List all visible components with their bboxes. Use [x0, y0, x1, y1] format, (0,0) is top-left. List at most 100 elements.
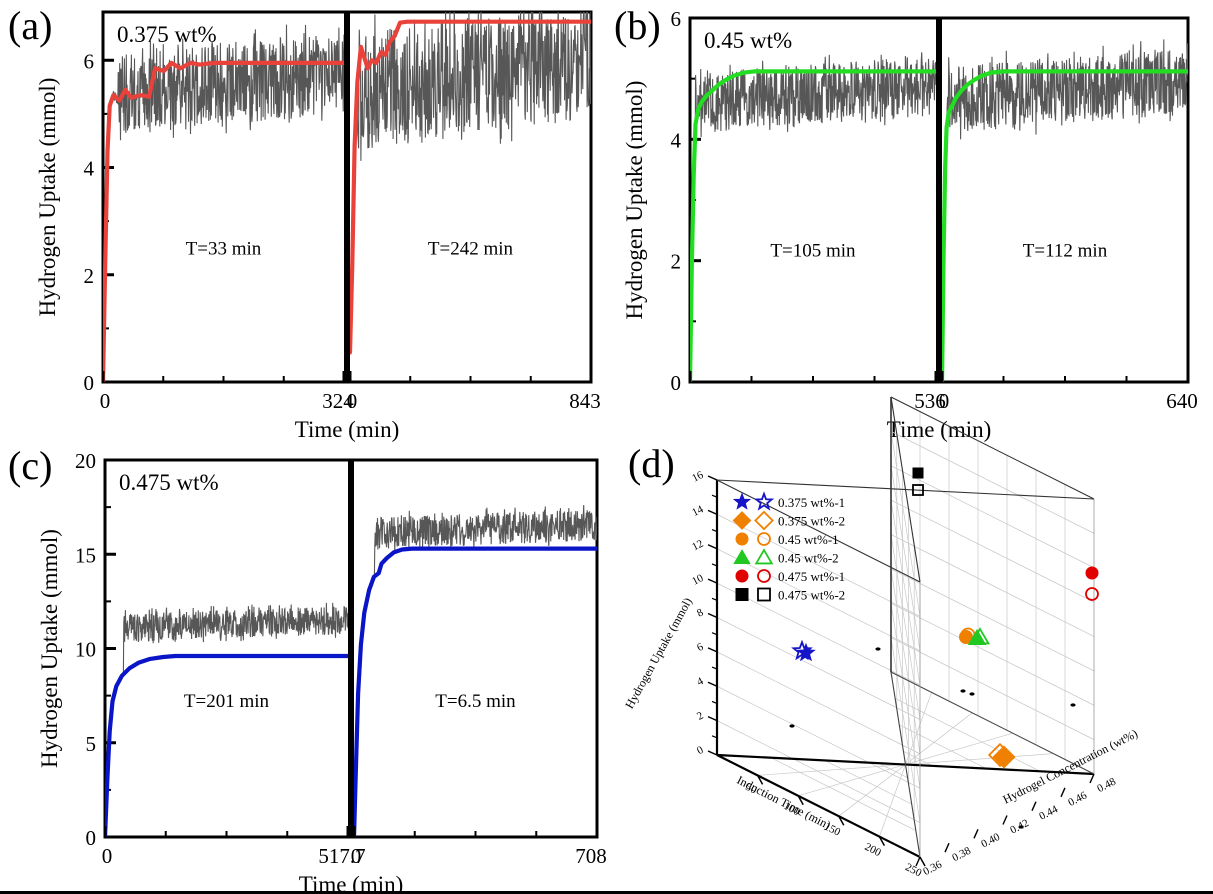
grid-line — [890, 534, 921, 720]
legend-marker-filled — [732, 492, 752, 510]
x-tick-label: 0 — [939, 389, 950, 413]
legend-marker-filled — [735, 569, 749, 583]
y-tick-label: 2 — [671, 250, 682, 274]
y-tick — [1089, 773, 1095, 784]
x-tick-label: 0 — [102, 844, 113, 868]
grid-line — [890, 603, 921, 789]
panel-a: (a) 0 2 4 6 Hydrogen Uptake (mmol) 0.375 wt% 0… — [0, 0, 606, 443]
grid-line — [890, 568, 921, 754]
y-tick — [1060, 787, 1066, 798]
grid-line — [824, 760, 912, 805]
y-tick-label: 0.48 — [1095, 775, 1118, 795]
legend-label: 0.375 wt%-2 — [778, 514, 845, 529]
induction-time-annotation: T=112 min — [1023, 240, 1108, 261]
subpanel-run-2: 0 708 T=6.5 min — [351, 504, 607, 868]
y-tick-label: 4 — [671, 128, 682, 152]
x-tick-label: 536 — [914, 389, 946, 413]
panel-a-tag: (a) — [8, 3, 53, 48]
z-tick — [707, 578, 718, 584]
y-tick-label: 0.44 — [1037, 803, 1060, 823]
raw-data-trace — [690, 52, 936, 382]
grid-line — [770, 757, 917, 831]
grid-line — [890, 602, 1095, 706]
y-tick-label: 0 — [84, 371, 95, 395]
x-tick-label: 324 — [322, 389, 354, 413]
legend-marker-filled — [732, 511, 752, 530]
legend-marker-filled — [735, 532, 749, 546]
fit-curve — [103, 60, 344, 382]
x-axis-label: Time (min) — [299, 872, 404, 894]
panel-divider — [348, 459, 354, 838]
panel-b: (b) 0 2 4 6 Hydrogen Uptake (mmol) 0.45 wt% 53… — [606, 0, 1213, 443]
x-axis-label: Time (min) — [295, 417, 400, 442]
grid-line — [890, 465, 1095, 569]
legend-label: 0.375 wt%-1 — [778, 495, 845, 510]
z-minor-tick — [711, 632, 718, 636]
y-tick-label: 2 — [84, 264, 95, 288]
x-tick-label: 0 — [347, 389, 358, 413]
raw-data-trace — [103, 24, 344, 382]
data-point-diamond-filled — [992, 745, 1016, 769]
grid-line — [890, 499, 1095, 603]
legend-marker-filled — [735, 588, 749, 601]
grid-line — [716, 617, 921, 720]
grid-line — [716, 720, 921, 823]
z-tick — [707, 681, 718, 687]
y-tick — [1031, 801, 1037, 811]
grid-line — [878, 762, 908, 779]
z-tick — [707, 544, 718, 550]
x-tick-label: 708 — [575, 844, 607, 868]
grid-line — [890, 637, 1095, 740]
y-tick-label: 20 — [75, 449, 96, 473]
y-axis-label: Hydrogen Uptake (mmol) — [622, 81, 647, 320]
projection-dot — [969, 692, 975, 696]
z-tick-label: 0 — [695, 744, 706, 757]
panel-divider — [936, 17, 942, 383]
x-tick-label: 250 — [903, 861, 924, 879]
concentration-label: 0.375 wt% — [117, 22, 217, 47]
z-minor-tick — [711, 563, 718, 567]
legend-marker-filled — [733, 549, 751, 564]
panel-b-tag: (b) — [614, 3, 661, 48]
induction-time-annotation: T=105 min — [770, 240, 856, 261]
y-tick — [915, 856, 921, 867]
y-tick-label: 0.40 — [979, 831, 1002, 851]
y-tick-label: 4 — [84, 157, 95, 181]
legend-marker-open — [757, 532, 771, 546]
z-minor-tick — [711, 494, 718, 498]
grid-line — [890, 431, 1095, 534]
grid-line — [894, 698, 1041, 772]
z-tick-label: 6 — [695, 641, 706, 654]
grid-line — [899, 724, 987, 769]
grid-line — [890, 568, 1095, 672]
legend-label: 0.475 wt%-1 — [778, 569, 845, 584]
grid-line — [716, 685, 921, 789]
axis-line — [890, 396, 921, 583]
data-points — [791, 467, 1099, 769]
subpanel-run-2: 0 640 T=112 min — [939, 39, 1198, 413]
y-tick-label: 0.36 — [921, 858, 944, 878]
axis-line — [716, 479, 921, 583]
projection-dot — [789, 724, 795, 728]
y-axis-label: Hydrogen Uptake (mmol) — [37, 529, 62, 768]
axis-line — [890, 396, 1095, 500]
x-tick — [797, 795, 804, 806]
z-minor-tick — [711, 666, 718, 670]
panel-c: (c) 0 5 10 15 20 Hydrogen Uptake (mmol) 0.475 … — [0, 440, 620, 894]
concentration-label: 0.45 wt% — [704, 28, 792, 53]
z-minor-tick — [711, 529, 718, 533]
z-tick — [707, 647, 718, 653]
projection-dot — [1070, 703, 1076, 707]
z-tick — [707, 475, 718, 481]
legend: 0.375 wt%-1 0.375 wt%-2 0.45 wt%-1 0.45 wt%… — [732, 491, 845, 603]
panel-d-tag: (d) — [628, 441, 675, 486]
raw-data-trace — [354, 504, 597, 837]
x-tick — [878, 836, 886, 846]
grid-line — [716, 514, 921, 617]
x-tick — [756, 775, 764, 785]
raw-data-trace — [105, 602, 348, 837]
legend-label: 0.45 wt%-2 — [778, 551, 839, 566]
y-tick-label: 6 — [671, 7, 682, 31]
